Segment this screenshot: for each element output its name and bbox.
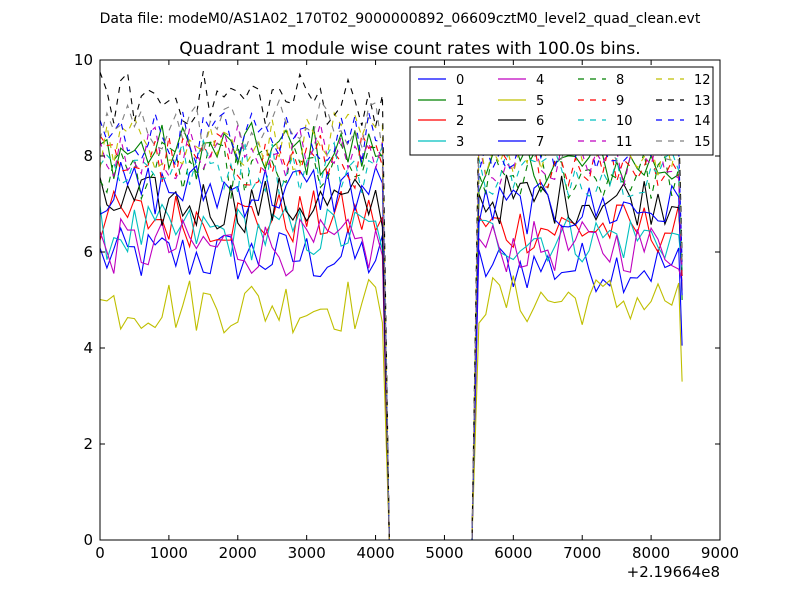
series-line-13 <box>100 71 683 540</box>
legend-box <box>409 66 714 156</box>
axes-frame <box>99 59 721 541</box>
x-tick-label: 6000 <box>494 544 532 562</box>
x-tick-label: 7000 <box>563 544 601 562</box>
x-offset-label: +2.19664e8 <box>627 563 720 581</box>
series-line-1 <box>100 121 683 540</box>
series-line-6 <box>100 174 683 540</box>
y-tick-label: 6 <box>83 243 93 261</box>
series-line-10 <box>100 138 683 540</box>
legend-label-8: 8 <box>616 73 624 88</box>
legend-label-4: 4 <box>536 73 544 88</box>
y-tick-label: 0 <box>83 531 93 549</box>
series-line-2 <box>100 189 683 540</box>
legend-label-10: 10 <box>616 114 633 129</box>
legend-label-3: 3 <box>456 135 464 150</box>
legend-label-11: 11 <box>616 135 633 150</box>
series-line-3 <box>100 203 683 540</box>
x-tick-label: 3000 <box>288 544 326 562</box>
series-line-14 <box>100 111 683 540</box>
legend-label-15: 15 <box>694 135 711 150</box>
y-tick-label: 10 <box>74 51 93 69</box>
chart-title: Quadrant 1 module wise count rates with … <box>179 39 640 59</box>
legend-label-14: 14 <box>694 114 711 129</box>
legend-label-9: 9 <box>616 94 624 109</box>
x-tick-label: 4000 <box>356 544 394 562</box>
legend-label-1: 1 <box>456 94 464 109</box>
series-line-9 <box>100 131 683 540</box>
legend-label-13: 13 <box>694 94 711 109</box>
chart-suptitle: Data file: modeM0/AS1A02_170T02_90000008… <box>100 11 701 27</box>
legend-label-7: 7 <box>536 135 544 150</box>
x-tick-label: 5000 <box>425 544 463 562</box>
plot-area <box>100 71 683 540</box>
series-line-11 <box>100 123 683 540</box>
y-tick-label: 2 <box>83 435 93 453</box>
series-line-5 <box>100 275 683 540</box>
x-tick-label: 2000 <box>219 544 257 562</box>
axes: 0 1000 2000 3000 4000 5000 6000 7000 8000 9000 0 2 4… <box>74 51 739 581</box>
y-tick-label: 4 <box>83 339 93 357</box>
x-tick-label: 9000 <box>701 544 739 562</box>
series-line-0 <box>100 226 683 540</box>
legend-label-6: 6 <box>536 114 544 129</box>
x-tick-label: 8000 <box>632 544 670 562</box>
x-tick-label: 1000 <box>150 544 188 562</box>
legend-label-2: 2 <box>456 114 464 129</box>
series-line-8 <box>100 141 683 540</box>
y-tick-label: 8 <box>83 147 93 165</box>
legend-label-12: 12 <box>694 73 711 88</box>
x-tick-label: 0 <box>95 544 105 562</box>
series-line-15 <box>100 98 683 540</box>
series-line-7 <box>100 161 683 540</box>
legend-label-5: 5 <box>536 94 544 109</box>
legend-label-0: 0 <box>456 73 464 88</box>
series-line-4 <box>100 217 683 540</box>
